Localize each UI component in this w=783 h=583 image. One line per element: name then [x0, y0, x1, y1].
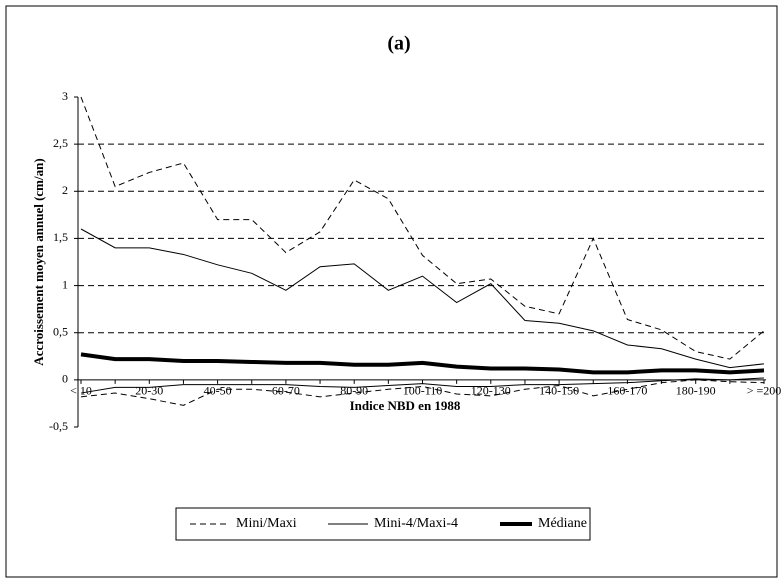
- x-tick-label: 100-110: [403, 384, 443, 398]
- x-tick-label: > =200: [747, 384, 782, 398]
- x-tick-label: 160-170: [607, 384, 647, 398]
- y-tick-label: 2: [62, 183, 68, 197]
- x-axis-label: Indice NBD en 1988: [350, 398, 461, 413]
- legend-label: Mini-4/Maxi-4: [374, 516, 458, 531]
- y-tick-label: 1,5: [53, 230, 68, 244]
- series-line: [80, 228, 765, 369]
- x-tick-label: 180-190: [676, 384, 716, 398]
- x-tick-label: 60-70: [272, 384, 300, 398]
- y-tick-label: 3: [62, 89, 68, 103]
- series-line: [80, 96, 765, 360]
- series-line: [80, 377, 765, 394]
- y-tick-label: 2,5: [53, 136, 68, 150]
- x-tick-label: 120-130: [471, 384, 511, 398]
- x-tick-label: 20-30: [135, 384, 163, 398]
- x-tick-label: 40-50: [204, 384, 232, 398]
- y-tick-label: 1: [62, 277, 68, 291]
- chart-title: (a): [387, 33, 410, 55]
- legend-label: Mini/Maxi: [236, 516, 297, 531]
- series-line: [80, 352, 765, 375]
- y-tick-label: 0: [62, 372, 68, 386]
- x-tick-label: 80-90: [340, 384, 368, 398]
- legend-label: Médiane: [538, 516, 587, 531]
- x-tick-label: < 10: [70, 384, 92, 398]
- y-axis-label: Accroissement moyen annuel (cm/an): [31, 158, 46, 365]
- y-tick-label: 0,5: [53, 324, 68, 338]
- y-tick-label: -0,5: [49, 419, 68, 433]
- frame: [5, 5, 778, 578]
- legend-box: [175, 507, 591, 541]
